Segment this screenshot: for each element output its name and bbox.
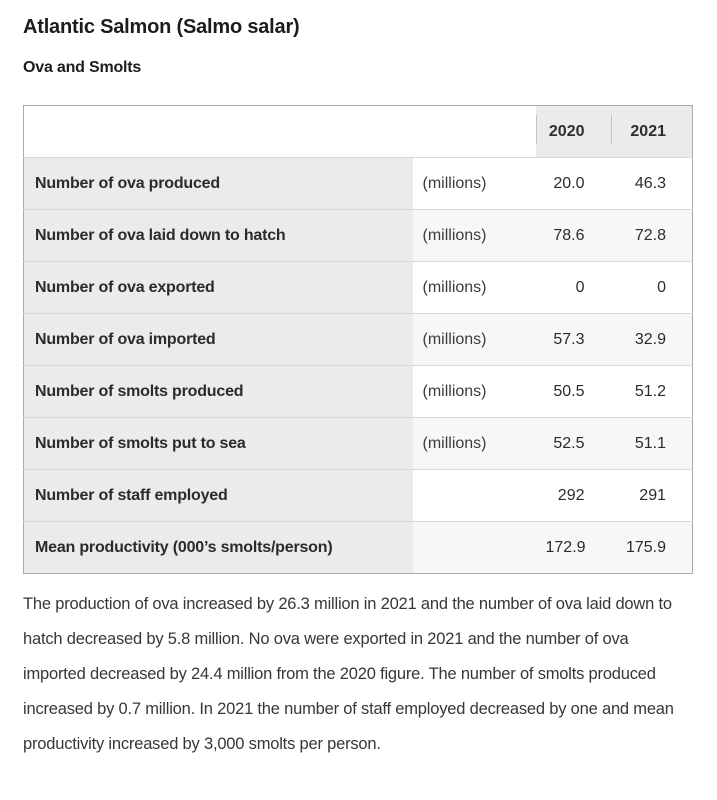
table-row: Number of ova exported (millions) 0 0 bbox=[23, 261, 693, 314]
row-value-2021: 51.2 bbox=[610, 365, 693, 418]
row-label: Number of staff employed bbox=[23, 469, 413, 522]
row-unit bbox=[412, 521, 536, 574]
row-label: Number of ova laid down to hatch bbox=[23, 209, 413, 262]
table-row: Number of smolts put to sea (millions) 5… bbox=[23, 417, 693, 470]
row-label: Number of smolts put to sea bbox=[23, 417, 413, 470]
table-header-empty-cell bbox=[23, 105, 536, 158]
row-label: Number of ova produced bbox=[23, 157, 413, 210]
row-unit: (millions) bbox=[412, 157, 536, 210]
page-title: Atlantic Salmon (Salmo salar) bbox=[23, 16, 300, 38]
row-value-2020: 78.6 bbox=[535, 209, 611, 262]
ova-and-smolts-table: 2020 2021 Number of ova produced (millio… bbox=[23, 105, 693, 574]
table-row: Number of ova produced (millions) 20.0 4… bbox=[23, 157, 693, 210]
row-value-2020: 20.0 bbox=[535, 157, 611, 210]
row-unit: (millions) bbox=[412, 313, 536, 366]
row-unit: (millions) bbox=[412, 261, 536, 314]
section-subtitle: Ova and Smolts bbox=[23, 59, 142, 76]
row-value-2020: 57.3 bbox=[535, 313, 611, 366]
row-value-2021: 291 bbox=[610, 469, 693, 522]
table-row: Number of smolts produced (millions) 50.… bbox=[23, 365, 693, 418]
row-label: Mean productivity (000’s smolts/person) bbox=[23, 521, 413, 574]
row-value-2021: 175.9 bbox=[610, 521, 693, 574]
report-page: Atlantic Salmon (Salmo salar) Ova and Sm… bbox=[23, 16, 693, 753]
row-value-2020: 52.5 bbox=[535, 417, 611, 470]
row-value-2021: 0 bbox=[610, 261, 693, 314]
table-header-2021: 2021 bbox=[610, 105, 693, 158]
table-row: Number of staff employed 292 291 bbox=[23, 469, 693, 522]
row-unit: (millions) bbox=[412, 365, 536, 418]
row-value-2021: 51.1 bbox=[610, 417, 693, 470]
row-value-2020: 292 bbox=[535, 469, 611, 522]
row-value-2021: 46.3 bbox=[610, 157, 693, 210]
row-value-2021: 72.8 bbox=[610, 209, 693, 262]
row-value-2020: 50.5 bbox=[535, 365, 611, 418]
row-value-2021: 32.9 bbox=[610, 313, 693, 366]
table-header-row: 2020 2021 bbox=[23, 105, 693, 158]
summary-paragraph: The production of ova increased by 26.3 … bbox=[23, 595, 674, 753]
table-row: Mean productivity (000’s smolts/person) … bbox=[23, 521, 693, 574]
row-unit bbox=[412, 469, 536, 522]
table-row: Number of ova laid down to hatch (millio… bbox=[23, 209, 693, 262]
table-header-2020: 2020 bbox=[535, 105, 611, 158]
row-unit: (millions) bbox=[412, 209, 536, 262]
row-label: Number of ova exported bbox=[23, 261, 413, 314]
row-value-2020: 0 bbox=[535, 261, 611, 314]
table-row: Number of ova imported (millions) 57.3 3… bbox=[23, 313, 693, 366]
row-value-2020: 172.9 bbox=[535, 521, 611, 574]
row-label: Number of ova imported bbox=[23, 313, 413, 366]
row-unit: (millions) bbox=[412, 417, 536, 470]
row-label: Number of smolts produced bbox=[23, 365, 413, 418]
